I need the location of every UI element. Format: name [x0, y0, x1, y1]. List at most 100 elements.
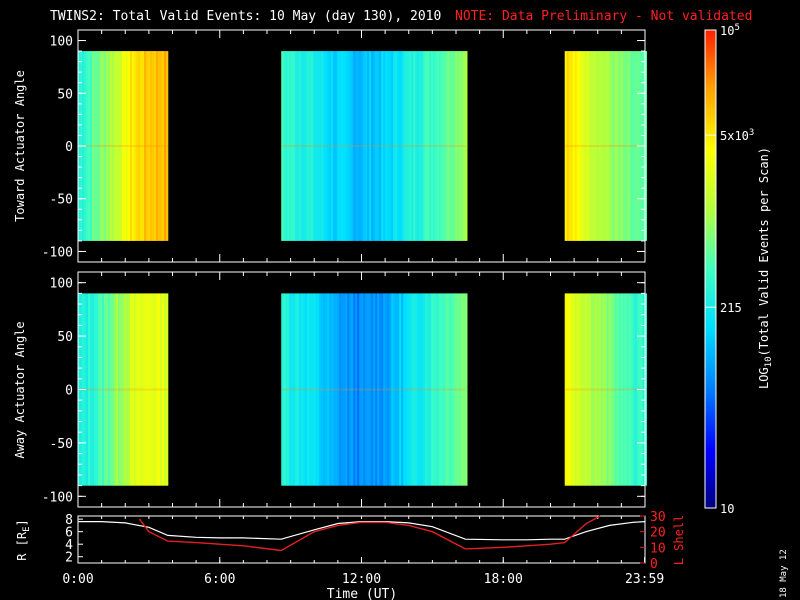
heatmap-cell — [624, 51, 627, 241]
heatmap-cell — [570, 293, 573, 486]
heatmap-cell — [409, 293, 412, 486]
heatmap-cell — [445, 293, 448, 486]
heatmap-cell — [94, 293, 97, 486]
heatmap-cell — [622, 51, 625, 241]
heatmap-cell — [369, 51, 372, 241]
heatmap-cell — [347, 293, 350, 486]
heatmap-cell — [399, 51, 402, 241]
heatmap-cell — [291, 51, 294, 241]
heatmap-cell — [317, 293, 320, 486]
heatmap-cell — [379, 51, 382, 241]
zero-angle-band — [78, 388, 168, 391]
heatmap-cell — [86, 293, 89, 486]
heatmap-cell — [634, 51, 637, 241]
heatmap-cell — [592, 51, 595, 241]
heatmap-cell — [136, 293, 139, 486]
heatmap-cell — [580, 51, 583, 241]
heatmap-cell — [349, 293, 352, 486]
heatmap-cell — [367, 51, 370, 241]
x-tick-label: 6:00 — [204, 572, 235, 587]
heatmap-cell — [568, 293, 571, 486]
heatmap-cell — [620, 293, 623, 486]
heatmap-cell — [449, 51, 452, 241]
heatmap-cell — [329, 293, 332, 486]
heatmap-cell — [160, 293, 163, 486]
heatmap-cell — [353, 293, 356, 486]
heatmap-cell — [315, 293, 318, 486]
heatmap-cell — [451, 51, 454, 241]
heatmap-cell — [88, 293, 91, 486]
heatmap-cell — [397, 51, 400, 241]
heatmap-cell — [134, 51, 137, 241]
heatmap-cell — [628, 51, 631, 241]
heatmap-cell — [421, 293, 424, 486]
x-axis-label: Time (UT) — [327, 587, 397, 600]
y-tick-label: 6 — [65, 526, 73, 541]
heatmap-cell — [387, 293, 390, 486]
heatmap-cell — [150, 51, 153, 241]
heatmap-cell — [427, 51, 430, 241]
heatmap-cell — [329, 51, 332, 241]
heatmap-cell — [604, 51, 607, 241]
heatmap-cell — [415, 293, 418, 486]
heatmap-cell — [395, 51, 398, 241]
heatmap-cell — [437, 293, 440, 486]
heatmap-cell — [570, 51, 573, 241]
colorbar-gradient — [704, 29, 717, 509]
heatmap-cell — [152, 293, 155, 486]
heatmap-cell — [309, 51, 312, 241]
heatmap-cell — [142, 293, 145, 486]
heatmap-cell — [403, 51, 406, 241]
heatmap-cell — [576, 293, 579, 486]
heatmap-cell — [359, 51, 362, 241]
heatmap-cell — [285, 51, 288, 241]
heatmap-cell — [632, 293, 635, 486]
heatmap-cell — [347, 51, 350, 241]
top-x-ticks — [77, 30, 646, 262]
heatmap-cell — [355, 293, 358, 486]
heatmap-cell — [602, 293, 605, 486]
heatmap-cell — [465, 51, 468, 241]
heatmap-cell — [307, 293, 310, 486]
heatmap-cell — [295, 51, 298, 241]
heatmap-cell — [433, 293, 436, 486]
heatmap-cell — [389, 51, 392, 241]
heatmap-cell — [144, 293, 147, 486]
heatmap-cell — [92, 51, 95, 241]
y-tick-label: 8 — [65, 513, 73, 528]
heatmap-cell — [136, 51, 139, 241]
heatmap-cell — [373, 51, 376, 241]
heatmap-cell — [644, 51, 647, 241]
heatmap-cell — [98, 293, 101, 486]
heatmap-cell — [116, 51, 119, 241]
heatmap-cell — [335, 51, 338, 241]
heatmap-cell — [371, 293, 374, 486]
top-panel: 100 50 0 -50 -100 Toward Actuator Angle — [13, 29, 647, 263]
heatmap-cell — [166, 293, 169, 486]
heatmap-cell — [588, 51, 591, 241]
heatmap-cell — [128, 293, 131, 486]
colorbar: 105 5x103 215 10 LOG10(Total Valid Events p… — [704, 23, 774, 516]
heatmap-cell — [433, 51, 436, 241]
heatmap-cell — [297, 51, 300, 241]
y-right-tick-label: 10 — [650, 541, 666, 556]
heatmap-cell — [283, 51, 286, 241]
x-tick-label: 23:59 — [625, 572, 664, 587]
heatmap-cell — [124, 51, 127, 241]
colorbar-ticks: 105 5x103 215 10 — [705, 23, 754, 516]
heatmap-cell — [146, 293, 149, 486]
y-tick-label: 2 — [65, 551, 73, 566]
heatmap-cell — [331, 293, 334, 486]
heatmap-cell — [393, 293, 396, 486]
heatmap-cell — [287, 51, 290, 241]
heatmap-cell — [140, 293, 143, 486]
heatmap-cell — [451, 293, 454, 486]
heatmap-cell — [375, 51, 378, 241]
heatmap-cell — [317, 51, 320, 241]
heatmap-cell — [90, 293, 93, 486]
heatmap-cell — [614, 293, 617, 486]
heatmap-cell — [162, 51, 165, 241]
heatmap-cell — [375, 293, 378, 486]
zero-angle-band — [564, 388, 645, 391]
heatmap-cell — [311, 293, 314, 486]
